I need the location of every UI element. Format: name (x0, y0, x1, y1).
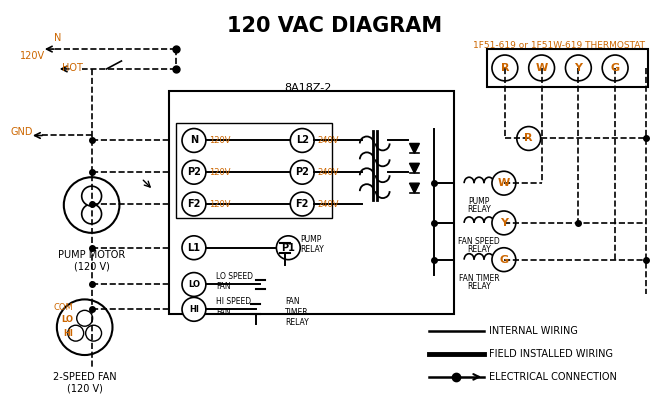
Circle shape (492, 55, 518, 81)
Circle shape (565, 55, 592, 81)
Circle shape (182, 236, 206, 260)
Text: ELECTRICAL CONNECTION: ELECTRICAL CONNECTION (489, 372, 617, 382)
Text: Y: Y (574, 63, 582, 73)
Text: COM: COM (53, 303, 73, 312)
Circle shape (182, 297, 206, 321)
Circle shape (57, 300, 113, 355)
Circle shape (290, 160, 314, 184)
Text: R: R (525, 134, 533, 143)
Text: RELAY: RELAY (467, 282, 491, 290)
Circle shape (182, 129, 206, 153)
Circle shape (529, 55, 555, 81)
Circle shape (182, 192, 206, 216)
Text: F2: F2 (295, 199, 309, 209)
Text: LO: LO (188, 280, 200, 289)
Circle shape (68, 325, 84, 341)
Circle shape (290, 129, 314, 153)
Text: INTERNAL WIRING: INTERNAL WIRING (489, 326, 578, 336)
Circle shape (277, 236, 300, 260)
Text: GND: GND (10, 127, 33, 137)
Text: P2: P2 (187, 167, 201, 177)
Text: Y: Y (500, 218, 508, 228)
Text: 8A18Z-2: 8A18Z-2 (285, 83, 332, 93)
Circle shape (290, 192, 314, 216)
Text: HI SPEED
FAN: HI SPEED FAN (216, 297, 251, 317)
Text: G: G (610, 63, 620, 73)
Circle shape (64, 177, 119, 233)
Text: HI: HI (189, 305, 199, 314)
Text: W: W (498, 178, 510, 188)
Polygon shape (409, 143, 419, 153)
Text: R: R (500, 63, 509, 73)
Circle shape (492, 171, 516, 195)
Text: W: W (535, 63, 548, 73)
Text: N: N (190, 135, 198, 145)
Text: 120 VAC DIAGRAM: 120 VAC DIAGRAM (227, 16, 443, 36)
Polygon shape (409, 183, 419, 193)
Circle shape (82, 186, 102, 206)
Text: 240V: 240V (317, 136, 338, 145)
Text: 2-SPEED FAN
(120 V): 2-SPEED FAN (120 V) (53, 372, 117, 393)
Text: 120V: 120V (209, 199, 230, 209)
Circle shape (86, 325, 102, 341)
Text: FAN SPEED: FAN SPEED (458, 237, 500, 246)
Circle shape (77, 310, 92, 326)
Text: L1: L1 (188, 243, 200, 253)
Polygon shape (409, 163, 419, 173)
Text: F2: F2 (187, 199, 200, 209)
Text: 120V: 120V (209, 168, 230, 177)
Text: 240V: 240V (317, 168, 338, 177)
Text: FIELD INSTALLED WIRING: FIELD INSTALLED WIRING (489, 349, 613, 359)
Text: HOT: HOT (62, 63, 82, 73)
Circle shape (182, 160, 206, 184)
Text: PUMP MOTOR
(120 V): PUMP MOTOR (120 V) (58, 250, 125, 272)
Text: PUMP: PUMP (468, 197, 490, 206)
Circle shape (492, 248, 516, 272)
Text: LO SPEED
FAN: LO SPEED FAN (216, 272, 253, 291)
Circle shape (492, 211, 516, 235)
Text: G: G (499, 255, 509, 265)
Text: LO: LO (61, 315, 73, 324)
Text: 120V: 120V (20, 51, 46, 61)
Text: FAN TIMER: FAN TIMER (459, 274, 499, 282)
Text: 1F51-619 or 1F51W-619 THERMOSTAT: 1F51-619 or 1F51W-619 THERMOSTAT (472, 41, 645, 50)
Text: HI: HI (63, 328, 73, 338)
Text: RELAY: RELAY (467, 205, 491, 214)
Text: RELAY: RELAY (467, 245, 491, 254)
Text: FAN
TIMER
RELAY: FAN TIMER RELAY (285, 297, 309, 327)
Text: L2: L2 (295, 135, 309, 145)
Text: P1: P1 (281, 243, 295, 253)
Text: 240V: 240V (317, 199, 338, 209)
Circle shape (82, 204, 102, 224)
Circle shape (182, 273, 206, 296)
Circle shape (602, 55, 628, 81)
Text: PUMP
RELAY: PUMP RELAY (300, 235, 324, 254)
Text: 120V: 120V (209, 136, 230, 145)
Text: P2: P2 (295, 167, 309, 177)
Text: N: N (54, 33, 61, 43)
Circle shape (517, 127, 541, 150)
